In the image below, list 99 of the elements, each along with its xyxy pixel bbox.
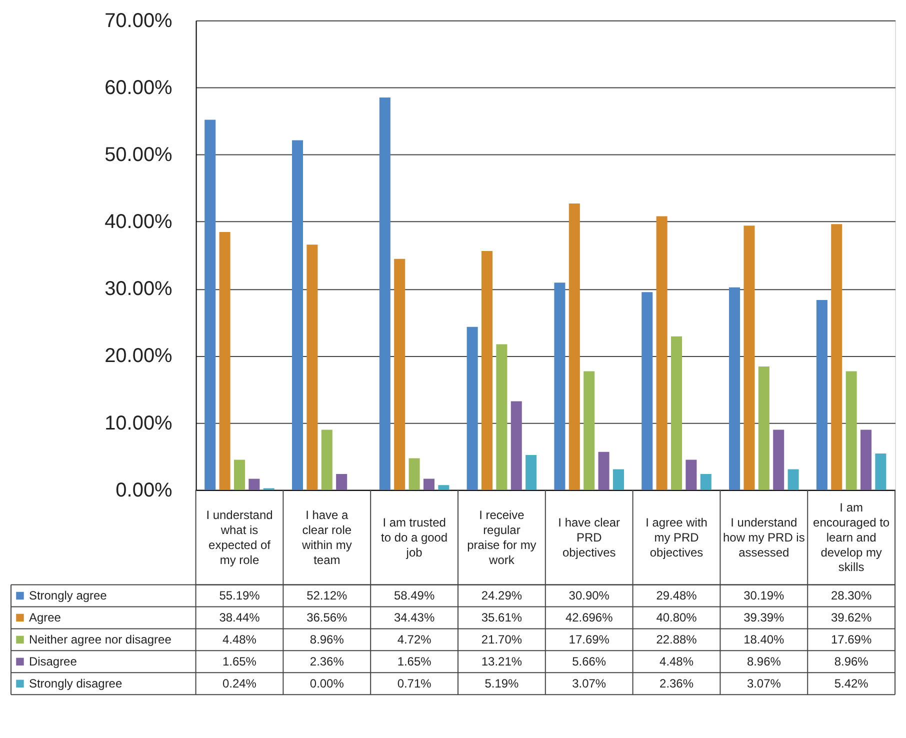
data-label: 40.80%: [656, 610, 698, 625]
data-label: 3.07%: [572, 676, 606, 691]
bar: [816, 300, 828, 490]
data-label: 4.48%: [660, 654, 694, 669]
bar: [788, 469, 799, 490]
bar: [773, 430, 784, 490]
data-label: 18.40%: [744, 632, 785, 647]
bar: [656, 216, 668, 490]
bar: [598, 452, 610, 490]
x-tick-label: I have clear PRD objectives: [558, 515, 620, 560]
y-tick-label: 10.00%: [104, 412, 173, 434]
data-label: 5.19%: [484, 676, 520, 691]
bar: [612, 469, 624, 490]
data-label: 8.96%: [834, 654, 869, 669]
data-label: 2.36%: [310, 654, 344, 669]
x-tick-label: I receive regular praise for my work: [467, 508, 536, 567]
x-tick-label: I understand what is expected of my role: [206, 508, 273, 567]
bar: [321, 430, 332, 490]
bar: [584, 371, 595, 490]
data-label: 0.00%: [310, 676, 344, 691]
bar: [482, 251, 493, 490]
x-tick-label: I understand how my PRD is assessed: [723, 515, 805, 560]
bar: [306, 244, 318, 490]
bar: [729, 287, 740, 490]
bar: [336, 474, 348, 490]
data-label: 0.24%: [222, 676, 257, 691]
x-tick-label: I am trusted to do a good job: [381, 515, 448, 560]
data-label: 30.19%: [744, 588, 785, 603]
data-label: 55.19%: [219, 588, 260, 603]
legend-label: Strongly agree: [28, 588, 108, 603]
bar: [526, 455, 537, 490]
data-label: 22.88%: [656, 632, 698, 647]
y-tick-label: 20.00%: [104, 345, 173, 368]
data-label: 24.29%: [481, 588, 522, 603]
bar: [496, 344, 508, 490]
data-label: 38.44%: [219, 610, 260, 625]
bar: [466, 326, 478, 490]
data-label: 5.66%: [572, 654, 606, 669]
bar: [831, 224, 842, 490]
bar: [438, 485, 450, 490]
data-label: 21.70%: [481, 632, 522, 647]
bar: [846, 371, 857, 490]
data-label: 4.72%: [397, 632, 432, 647]
data-label: 13.21%: [481, 654, 522, 669]
x-tick-label: I agree with my PRD objectives: [646, 515, 708, 560]
bar: [219, 232, 230, 490]
x-tick-label: I am encouraged to learn and develop my skills: [813, 500, 890, 574]
y-tick-label: 70.00%: [104, 10, 173, 32]
y-tick-label: 30.00%: [104, 278, 173, 300]
bar: [408, 458, 420, 490]
bar: [670, 336, 682, 490]
data-label: 5.42%: [834, 676, 869, 691]
bar: [248, 478, 260, 490]
data-label: 58.49%: [394, 588, 435, 603]
data-label: 39.62%: [831, 610, 872, 625]
bar: [292, 140, 304, 490]
legend-label: Agree: [28, 610, 62, 625]
bar: [700, 474, 712, 490]
bar: [204, 120, 216, 490]
data-label: 35.61%: [481, 610, 522, 625]
bar: [234, 460, 245, 490]
data-label: 8.96%: [746, 654, 782, 669]
legend-label: Strongly disagree: [28, 676, 122, 691]
data-label: 8.96%: [310, 632, 344, 647]
bar: [642, 292, 653, 490]
data-label: 30.90%: [568, 588, 610, 603]
bar: [860, 430, 872, 490]
data-label: 1.65%: [222, 654, 257, 669]
y-tick-label: 40.00%: [104, 211, 173, 234]
bar: [758, 366, 770, 490]
data-label: 28.30%: [831, 588, 872, 603]
bar: [568, 203, 580, 490]
data-label: 17.69%: [831, 632, 872, 647]
data-label: 36.56%: [306, 610, 348, 625]
y-tick-label: 0.00%: [116, 479, 173, 502]
legend-label: Neither agree nor disagree: [28, 632, 172, 647]
data-label: 4.48%: [222, 632, 257, 647]
bar: [379, 98, 390, 490]
data-label: 17.69%: [568, 632, 610, 647]
bar: [394, 258, 406, 490]
data-label: 39.39%: [744, 610, 785, 625]
bar: [554, 282, 566, 490]
bar: [744, 226, 755, 490]
data-label: 2.36%: [660, 676, 694, 691]
data-label: 0.71%: [397, 676, 432, 691]
legend-label: Disagree: [28, 654, 78, 669]
data-label: 3.07%: [746, 676, 782, 691]
bar: [686, 460, 697, 490]
bar: [423, 478, 434, 490]
data-label: 1.65%: [397, 654, 432, 669]
y-tick-label: 60.00%: [104, 76, 173, 99]
bar: [510, 401, 522, 490]
bar: [875, 453, 886, 490]
data-label: 34.43%: [394, 610, 435, 625]
x-tick-label: I have a clear role within my team: [300, 508, 352, 567]
data-label: 52.12%: [306, 588, 348, 603]
y-tick-label: 50.00%: [104, 144, 173, 166]
data-label: 42.696%: [565, 610, 614, 625]
data-label: 29.48%: [656, 588, 698, 603]
